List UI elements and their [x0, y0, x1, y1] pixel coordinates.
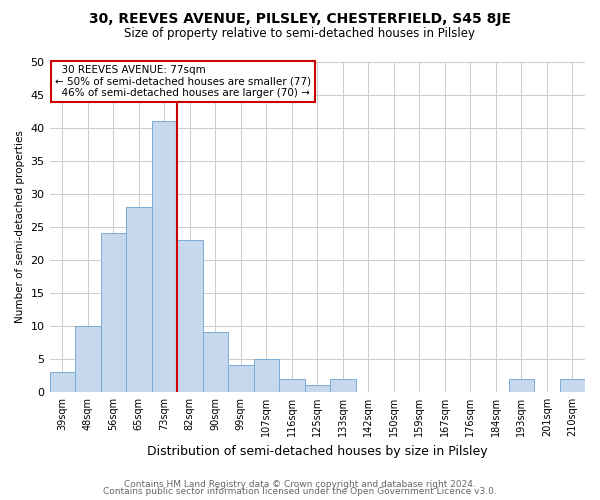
Text: 30 REEVES AVENUE: 77sqm
← 50% of semi-detached houses are smaller (77)
  46% of : 30 REEVES AVENUE: 77sqm ← 50% of semi-de… — [55, 65, 311, 98]
Y-axis label: Number of semi-detached properties: Number of semi-detached properties — [15, 130, 25, 323]
Bar — [305, 386, 330, 392]
Bar — [126, 207, 152, 392]
Bar — [279, 378, 305, 392]
Text: Contains public sector information licensed under the Open Government Licence v3: Contains public sector information licen… — [103, 488, 497, 496]
Bar — [509, 378, 534, 392]
Bar — [50, 372, 75, 392]
Bar — [254, 359, 279, 392]
Bar — [228, 366, 254, 392]
Text: Size of property relative to semi-detached houses in Pilsley: Size of property relative to semi-detach… — [125, 28, 476, 40]
Bar — [177, 240, 203, 392]
Bar — [203, 332, 228, 392]
Bar — [560, 378, 585, 392]
Bar — [152, 121, 177, 392]
Text: Contains HM Land Registry data © Crown copyright and database right 2024.: Contains HM Land Registry data © Crown c… — [124, 480, 476, 489]
Bar — [75, 326, 101, 392]
X-axis label: Distribution of semi-detached houses by size in Pilsley: Distribution of semi-detached houses by … — [147, 444, 488, 458]
Bar — [101, 234, 126, 392]
Text: 30, REEVES AVENUE, PILSLEY, CHESTERFIELD, S45 8JE: 30, REEVES AVENUE, PILSLEY, CHESTERFIELD… — [89, 12, 511, 26]
Bar — [330, 378, 356, 392]
